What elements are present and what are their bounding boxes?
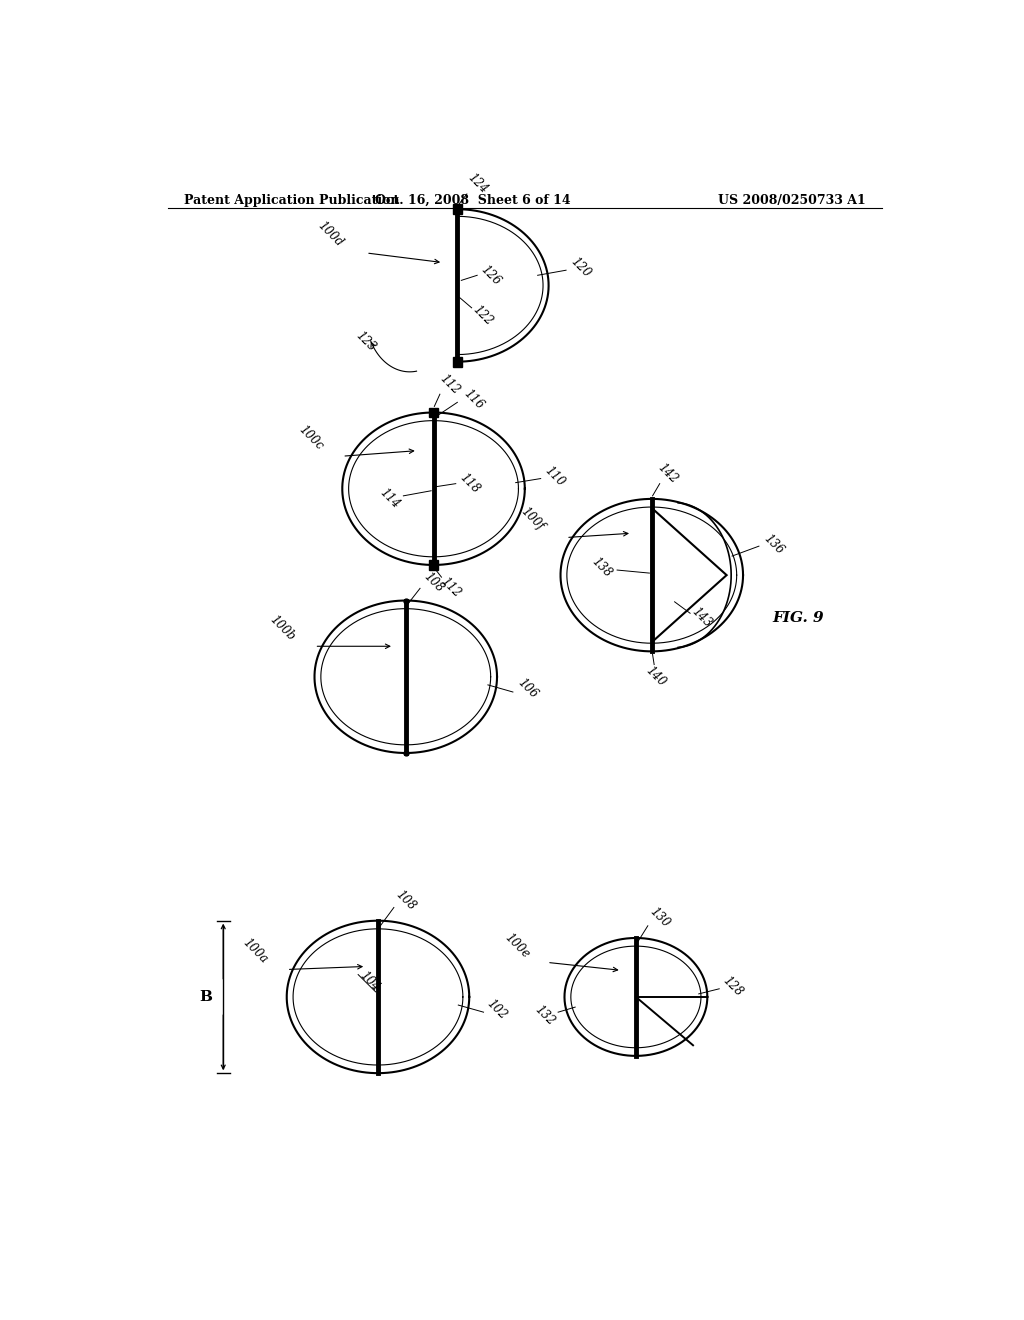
Text: 106: 106 bbox=[515, 676, 540, 701]
Bar bbox=[453, 205, 462, 214]
Text: B: B bbox=[200, 990, 212, 1005]
Text: 100f: 100f bbox=[518, 506, 547, 533]
Bar bbox=[429, 560, 438, 570]
Text: FIG. 9: FIG. 9 bbox=[773, 611, 824, 624]
Text: 102: 102 bbox=[484, 997, 510, 1022]
Text: 143: 143 bbox=[689, 605, 715, 630]
Bar bbox=[429, 408, 438, 417]
Text: 120: 120 bbox=[567, 255, 593, 280]
Text: 130: 130 bbox=[647, 906, 673, 931]
Text: 136: 136 bbox=[761, 532, 785, 557]
Text: 142: 142 bbox=[655, 461, 680, 486]
Text: 114: 114 bbox=[377, 486, 402, 511]
Text: 123: 123 bbox=[353, 329, 379, 354]
Text: 124: 124 bbox=[465, 172, 489, 197]
Text: 100a: 100a bbox=[240, 936, 270, 966]
Text: 104: 104 bbox=[357, 969, 383, 994]
Text: 100e: 100e bbox=[502, 931, 531, 961]
Text: 118: 118 bbox=[457, 471, 482, 496]
Text: 108: 108 bbox=[393, 888, 419, 913]
Text: 100b: 100b bbox=[267, 612, 298, 643]
Text: 132: 132 bbox=[532, 1003, 557, 1028]
Text: 128: 128 bbox=[720, 974, 745, 999]
Bar bbox=[453, 356, 462, 367]
Text: Oct. 16, 2008  Sheet 6 of 14: Oct. 16, 2008 Sheet 6 of 14 bbox=[376, 194, 571, 206]
Text: 140: 140 bbox=[643, 664, 669, 689]
Text: 138: 138 bbox=[589, 554, 614, 579]
Text: 116: 116 bbox=[461, 387, 485, 412]
Text: 100d: 100d bbox=[315, 219, 345, 249]
Text: 100c: 100c bbox=[296, 422, 326, 453]
Text: 108: 108 bbox=[421, 570, 446, 595]
Text: US 2008/0250733 A1: US 2008/0250733 A1 bbox=[718, 194, 866, 206]
Text: 112: 112 bbox=[437, 371, 462, 396]
Text: 122: 122 bbox=[470, 304, 496, 329]
Text: 110: 110 bbox=[543, 465, 567, 490]
Text: 112: 112 bbox=[438, 574, 464, 599]
Text: 126: 126 bbox=[478, 263, 503, 288]
Text: Patent Application Publication: Patent Application Publication bbox=[183, 194, 399, 206]
